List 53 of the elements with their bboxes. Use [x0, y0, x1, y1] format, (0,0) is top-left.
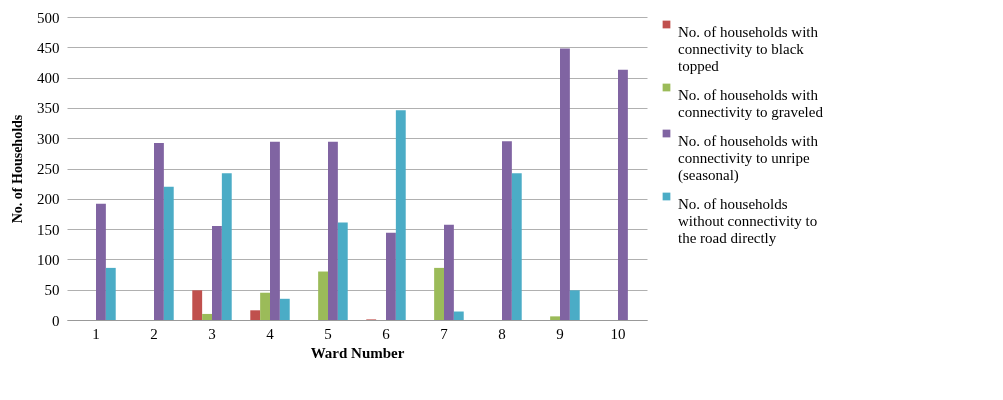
- bar: [105, 267, 116, 320]
- legend-label: No. of households with connectivity to graveled: [678, 86, 824, 120]
- y-tick-label: 100: [37, 251, 60, 268]
- bar: [560, 48, 570, 320]
- x-tick-label: 4: [266, 325, 275, 342]
- bar: [337, 222, 348, 320]
- legend-label: No. of households with connectivity to unripe (seasonal): [678, 132, 819, 184]
- y-tick-label: 150: [37, 221, 60, 238]
- bar: [395, 110, 406, 320]
- y-tick-label: 50: [44, 282, 60, 299]
- bar: [96, 203, 106, 320]
- y-tick-label: 0: [52, 312, 60, 329]
- x-tick-label: 7: [440, 325, 449, 342]
- x-axis-title: Ward Number: [310, 344, 405, 361]
- legend-label: No. of households with connectivity to black topped: [678, 23, 819, 74]
- x-tick-label: 2: [150, 325, 158, 342]
- x-tick-label: 8: [498, 325, 506, 342]
- bar: [212, 226, 222, 320]
- y-tick-label: 200: [37, 191, 60, 208]
- bar: [550, 316, 560, 320]
- bar: [279, 298, 290, 320]
- y-tick-label: 350: [37, 100, 60, 117]
- bar: [328, 141, 338, 320]
- y-tick-label: 400: [37, 70, 60, 87]
- y-tick-label: 300: [37, 130, 60, 147]
- bar: [618, 69, 628, 320]
- bar: [260, 292, 270, 320]
- bar: [386, 232, 396, 320]
- bar: [202, 313, 212, 320]
- x-tick-label: 1: [92, 325, 100, 342]
- y-tick-label: 450: [37, 39, 60, 56]
- bar: [270, 141, 280, 320]
- bar: [163, 186, 174, 320]
- bar: [192, 290, 203, 320]
- x-tick-label: 9: [556, 325, 564, 342]
- bar: [453, 311, 464, 320]
- bar: [154, 143, 164, 320]
- y-axis-title: No. of Households: [10, 114, 25, 224]
- legend-label: No. of households without connectivity to the road directly: [678, 195, 818, 246]
- bar: [569, 290, 580, 320]
- x-tick-label: 6: [382, 325, 391, 342]
- x-tick-label: 5: [324, 325, 332, 342]
- bar: [511, 173, 522, 320]
- x-tick-label: 10: [610, 325, 626, 342]
- bar: [434, 267, 444, 320]
- y-tick-label: 500: [37, 9, 60, 26]
- x-tick-label: 3: [208, 325, 216, 342]
- bar: [502, 141, 512, 320]
- bar: [318, 271, 328, 320]
- y-tick-label: 250: [37, 161, 60, 177]
- bar: [221, 173, 232, 320]
- bar: [444, 224, 454, 320]
- bar: [250, 310, 261, 320]
